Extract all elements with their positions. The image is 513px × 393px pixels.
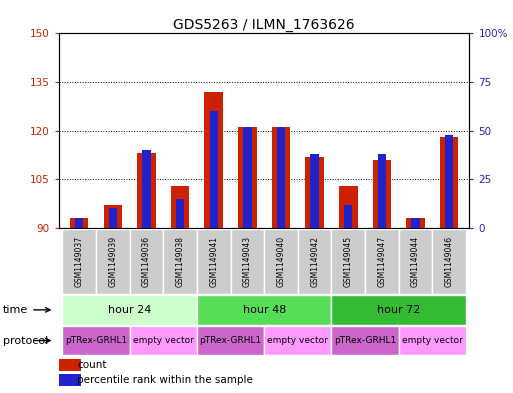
Bar bbox=[238, 127, 256, 228]
Text: pTRex-GRHL1: pTRex-GRHL1 bbox=[65, 336, 127, 345]
Bar bbox=[344, 205, 352, 228]
Bar bbox=[142, 150, 151, 228]
Bar bbox=[411, 218, 420, 228]
Bar bbox=[372, 160, 391, 228]
Title: GDS5263 / ILMN_1763626: GDS5263 / ILMN_1763626 bbox=[173, 18, 355, 32]
Bar bbox=[70, 218, 88, 228]
Bar bbox=[171, 186, 189, 228]
Bar bbox=[445, 134, 453, 228]
Bar bbox=[63, 326, 130, 355]
Bar bbox=[243, 127, 251, 228]
Text: GSM1149036: GSM1149036 bbox=[142, 236, 151, 287]
Bar bbox=[399, 326, 466, 355]
Text: empty vector: empty vector bbox=[133, 336, 194, 345]
Text: GSM1149044: GSM1149044 bbox=[411, 236, 420, 287]
Bar bbox=[197, 326, 264, 355]
Bar bbox=[264, 229, 298, 294]
Text: pTRex-GRHL1: pTRex-GRHL1 bbox=[200, 336, 262, 345]
Bar bbox=[339, 186, 358, 228]
Bar bbox=[176, 199, 184, 228]
Bar bbox=[96, 229, 130, 294]
Text: hour 24: hour 24 bbox=[108, 305, 151, 315]
Bar bbox=[197, 295, 331, 325]
Bar bbox=[130, 229, 163, 294]
Text: GSM1149038: GSM1149038 bbox=[175, 236, 185, 287]
Bar bbox=[399, 229, 432, 294]
Text: hour 48: hour 48 bbox=[243, 305, 286, 315]
Bar bbox=[298, 229, 331, 294]
Bar bbox=[331, 229, 365, 294]
Bar bbox=[163, 229, 197, 294]
Text: GSM1149043: GSM1149043 bbox=[243, 236, 252, 287]
Text: time: time bbox=[3, 305, 28, 315]
Text: hour 72: hour 72 bbox=[377, 305, 421, 315]
Bar bbox=[264, 326, 331, 355]
Text: GSM1149046: GSM1149046 bbox=[445, 236, 453, 287]
Bar bbox=[137, 153, 156, 228]
Bar bbox=[63, 229, 96, 294]
Text: GSM1149042: GSM1149042 bbox=[310, 236, 319, 287]
Bar bbox=[59, 359, 81, 371]
Bar bbox=[277, 127, 285, 228]
Bar bbox=[230, 229, 264, 294]
Text: percentile rank within the sample: percentile rank within the sample bbox=[77, 375, 253, 385]
Bar bbox=[205, 92, 223, 228]
Text: protocol: protocol bbox=[3, 336, 48, 345]
Text: GSM1149037: GSM1149037 bbox=[75, 236, 84, 287]
Bar bbox=[310, 154, 319, 228]
Bar bbox=[63, 295, 197, 325]
Text: GSM1149040: GSM1149040 bbox=[277, 236, 286, 287]
Text: GSM1149045: GSM1149045 bbox=[344, 236, 353, 287]
Bar bbox=[130, 326, 197, 355]
Bar bbox=[331, 326, 399, 355]
Bar bbox=[365, 229, 399, 294]
Text: GSM1149047: GSM1149047 bbox=[378, 236, 386, 287]
Bar bbox=[406, 218, 425, 228]
Bar bbox=[331, 295, 466, 325]
Bar bbox=[272, 127, 290, 228]
Bar bbox=[209, 111, 218, 228]
Text: empty vector: empty vector bbox=[267, 336, 328, 345]
Text: empty vector: empty vector bbox=[402, 336, 463, 345]
Bar bbox=[75, 218, 84, 228]
Bar bbox=[197, 229, 230, 294]
Bar bbox=[378, 154, 386, 228]
Bar bbox=[440, 137, 459, 228]
Text: GSM1149039: GSM1149039 bbox=[108, 236, 117, 287]
Bar bbox=[104, 205, 122, 228]
Bar bbox=[109, 208, 117, 228]
Bar bbox=[59, 374, 81, 386]
Bar bbox=[432, 229, 466, 294]
Text: count: count bbox=[77, 360, 107, 370]
Text: GSM1149041: GSM1149041 bbox=[209, 236, 218, 287]
Bar bbox=[305, 156, 324, 228]
Text: pTRex-GRHL1: pTRex-GRHL1 bbox=[334, 336, 396, 345]
